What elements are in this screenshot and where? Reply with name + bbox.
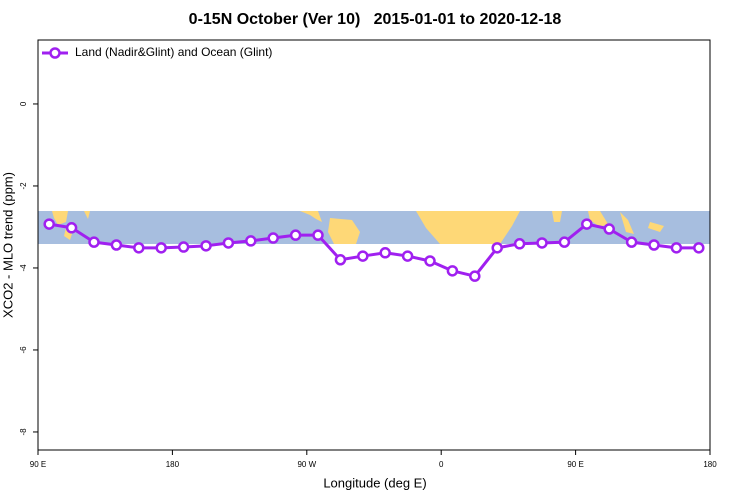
data-point	[357, 250, 369, 262]
data-point	[245, 235, 257, 247]
x-tick-label: 90 E	[30, 460, 46, 469]
chart-title: 0-15N October (Ver 10) 2015-01-01 to 202…	[189, 11, 562, 28]
data-point	[177, 241, 190, 253]
x-tick-label: 180	[166, 460, 180, 469]
data-point	[536, 237, 548, 249]
legend-marker	[49, 47, 61, 59]
data-point	[289, 229, 302, 241]
x-axis-label: Longitude (deg E)	[323, 475, 426, 490]
data-point	[648, 239, 660, 251]
x-tick-label: 90 W	[297, 460, 316, 469]
data-point	[88, 236, 100, 248]
legend-text: Land (Nadir&Glint) and Ocean (Glint)	[75, 45, 272, 59]
data-point	[222, 237, 235, 249]
data-point	[110, 239, 123, 251]
data-point	[558, 236, 571, 248]
data-point	[155, 242, 167, 254]
legend: Land (Nadir&Glint) and Ocean (Glint)	[42, 45, 272, 59]
data-point	[43, 218, 55, 230]
data-point	[469, 270, 481, 282]
y-tick-label: 0	[19, 101, 28, 106]
x-tick-label: 90 E	[567, 460, 583, 469]
data-point	[603, 223, 615, 235]
data-point	[693, 242, 705, 254]
y-tick-label: -4	[19, 264, 28, 272]
y-axis-label: XCO2 - MLO trend (ppm)	[0, 172, 15, 318]
data-point	[513, 238, 526, 250]
y-tick-label: -8	[19, 428, 28, 436]
data-point	[334, 254, 347, 266]
x-tick-label: 0	[439, 460, 444, 469]
data-point	[401, 250, 414, 262]
data-point	[446, 265, 459, 277]
y-tick-label: -6	[19, 346, 28, 354]
data-point	[670, 242, 683, 254]
data-point	[267, 232, 279, 244]
plot-frame	[37, 39, 711, 451]
data-point	[65, 222, 78, 234]
data-point	[312, 229, 324, 241]
data-point	[625, 236, 638, 248]
x-tick-label: 180	[703, 460, 717, 469]
data-point	[424, 255, 436, 267]
y-tick-label: -2	[19, 182, 28, 190]
data-point	[200, 240, 212, 252]
data-point	[133, 242, 145, 254]
data-point	[379, 247, 391, 259]
data-point	[491, 242, 503, 254]
data-point	[581, 218, 593, 230]
